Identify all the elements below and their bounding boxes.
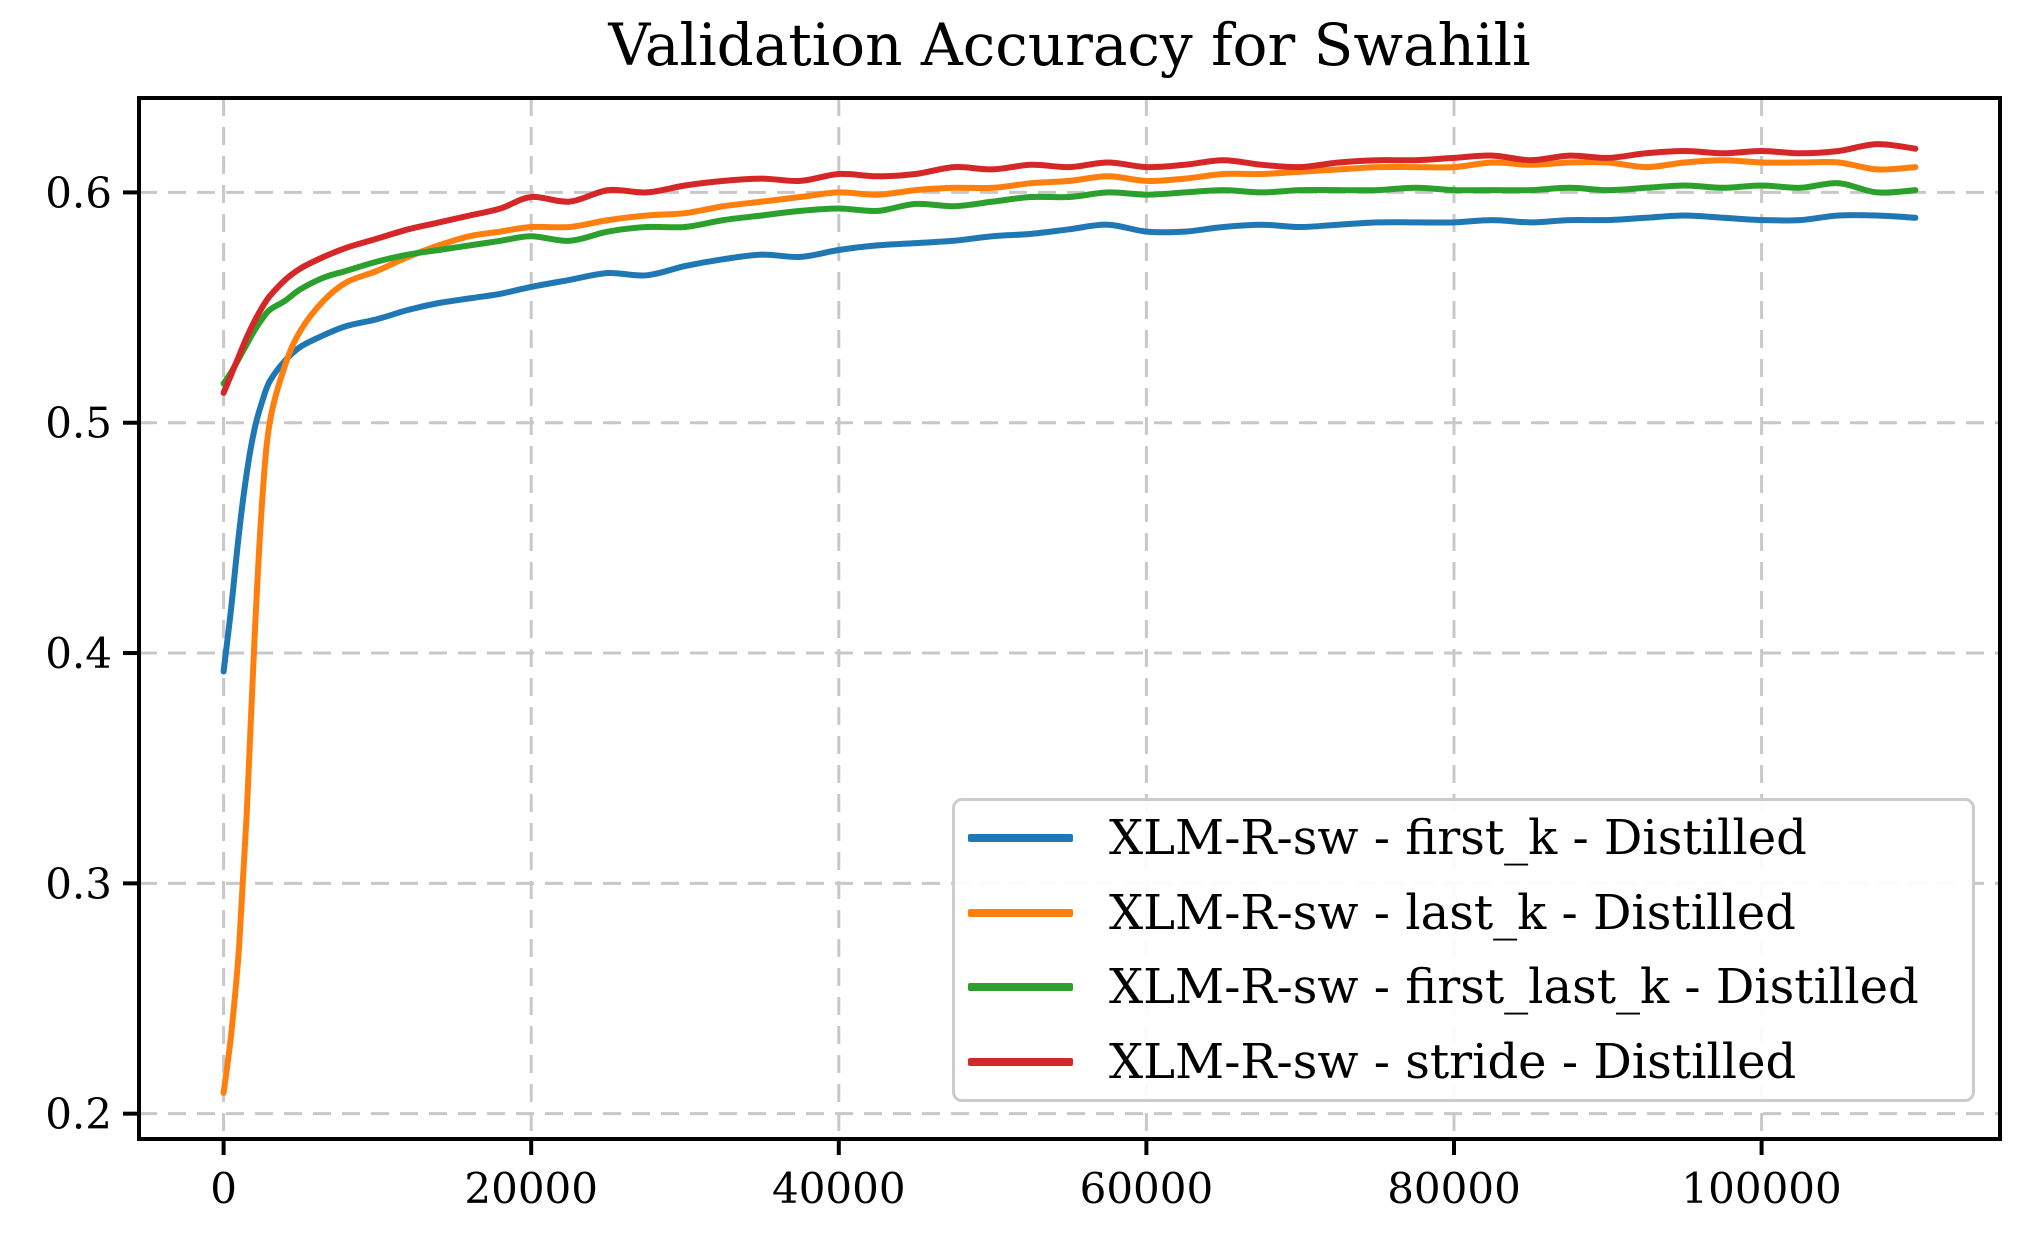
legend-swatch <box>968 1057 1073 1066</box>
x-tick-label: 40000 <box>772 1164 906 1213</box>
chart-title: Validation Accuracy for Swahili <box>608 11 1531 79</box>
x-tick-label: 80000 <box>1387 1164 1521 1213</box>
x-tick-label: 0 <box>210 1164 237 1213</box>
legend-item: XLM-R-sw - last_k - Distilled <box>968 876 1972 951</box>
series-line-1 <box>220 157 1919 1096</box>
y-tick-label: 0.5 <box>45 399 112 448</box>
legend-label: XLM-R-sw - last_k - Distilled <box>1109 884 1796 941</box>
axes-frame <box>137 96 2002 1141</box>
legend-item: XLM-R-sw - first_last_k - Distilled <box>968 950 1972 1025</box>
x-tick-label: 60000 <box>1080 1164 1214 1213</box>
y-tick-label: 0.3 <box>45 859 112 908</box>
tick-label-layer: 0 20000 40000 60000 80000 100000 0.2 0.3 0.4 0.5 0… <box>45 168 1842 1213</box>
series-line-0 <box>220 212 1919 675</box>
legend-label: XLM-R-sw - first_last_k - Distilled <box>1109 959 1919 1016</box>
legend-swatch <box>968 983 1073 992</box>
legend-swatch <box>968 908 1073 917</box>
series-line-3 <box>220 141 1919 396</box>
y-tick-label: 0.4 <box>45 629 112 678</box>
legend-item: XLM-R-sw - stride - Distilled <box>968 1025 1972 1100</box>
legend-label: XLM-R-sw - stride - Distilled <box>1109 1033 1797 1090</box>
legend-item: XLM-R-sw - first_k - Distilled <box>968 801 1972 876</box>
legend: XLM-R-sw - first_k - Distilled XLM-R-sw -… <box>952 798 1975 1102</box>
x-tick-label: 100000 <box>1681 1164 1841 1213</box>
y-tick-label: 0.2 <box>45 1090 112 1139</box>
y-tick-label: 0.6 <box>45 168 112 217</box>
series-line-2 <box>220 180 1919 387</box>
x-tick-label: 20000 <box>464 1164 598 1213</box>
legend-label: XLM-R-sw - first_k - Distilled <box>1109 810 1807 867</box>
axes-layer <box>123 96 2002 1155</box>
series-layer <box>220 141 1919 1096</box>
legend-swatch <box>968 834 1073 843</box>
